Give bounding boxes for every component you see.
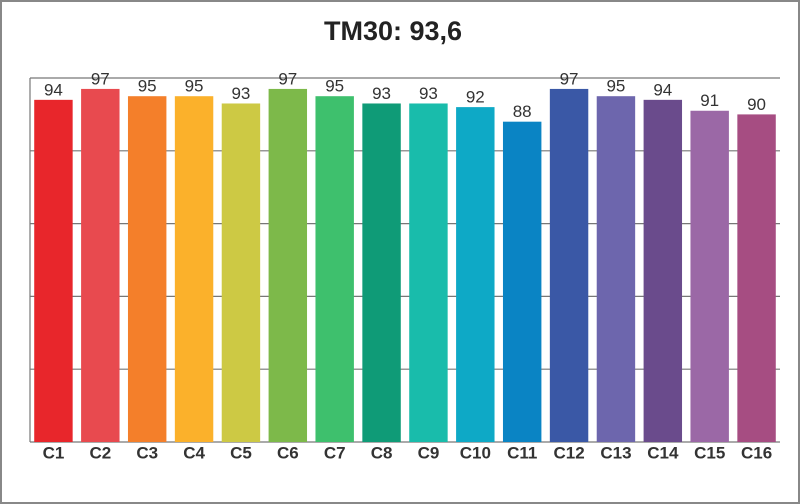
value-label: 93 bbox=[231, 84, 250, 103]
bar bbox=[221, 103, 261, 442]
value-label: 97 bbox=[278, 69, 297, 88]
value-label: 93 bbox=[372, 84, 391, 103]
value-label: 97 bbox=[91, 69, 110, 88]
bar bbox=[174, 96, 214, 442]
x-tick-label: C15 bbox=[694, 443, 725, 462]
x-tick-label: C7 bbox=[324, 443, 346, 462]
x-tick-label: C1 bbox=[43, 443, 65, 462]
value-label: 95 bbox=[325, 77, 344, 96]
value-label: 88 bbox=[513, 102, 532, 121]
bar bbox=[34, 99, 73, 442]
bar bbox=[409, 103, 448, 442]
value-label: 92 bbox=[466, 88, 485, 107]
value-label: 97 bbox=[560, 69, 579, 88]
x-tick-label: C5 bbox=[230, 443, 252, 462]
value-label: 91 bbox=[700, 91, 719, 110]
value-label: 94 bbox=[653, 80, 672, 99]
bar bbox=[127, 96, 167, 442]
bar bbox=[596, 96, 636, 442]
bar bbox=[502, 121, 542, 443]
bar bbox=[549, 88, 589, 443]
bar bbox=[315, 96, 354, 442]
x-tick-label: C16 bbox=[741, 443, 772, 462]
x-tick-label: C10 bbox=[460, 443, 491, 462]
value-label: 95 bbox=[138, 77, 157, 96]
x-tick-label: C12 bbox=[553, 443, 584, 462]
bar bbox=[690, 110, 729, 442]
bar bbox=[737, 114, 776, 443]
chart-title: TM30: 93,6 bbox=[324, 16, 462, 46]
value-label: 95 bbox=[185, 77, 204, 96]
x-tick-label: C6 bbox=[277, 443, 299, 462]
x-tick-label: C3 bbox=[136, 443, 158, 462]
value-label: 90 bbox=[747, 95, 766, 114]
x-tick-label: C4 bbox=[183, 443, 205, 462]
bar bbox=[643, 99, 683, 442]
x-tick-label: C14 bbox=[647, 443, 679, 462]
x-tick-label: C11 bbox=[507, 443, 537, 462]
value-label: 94 bbox=[44, 80, 63, 99]
x-tick-label: C9 bbox=[418, 443, 440, 462]
x-tick-label: C13 bbox=[600, 443, 631, 462]
value-label: 95 bbox=[606, 77, 625, 96]
bar bbox=[362, 103, 401, 442]
x-tick-label: C2 bbox=[89, 443, 111, 462]
bar bbox=[456, 107, 495, 443]
value-label: 93 bbox=[419, 84, 438, 103]
x-tick-label: C8 bbox=[371, 443, 393, 462]
bar bbox=[81, 88, 120, 443]
bar bbox=[268, 88, 308, 443]
